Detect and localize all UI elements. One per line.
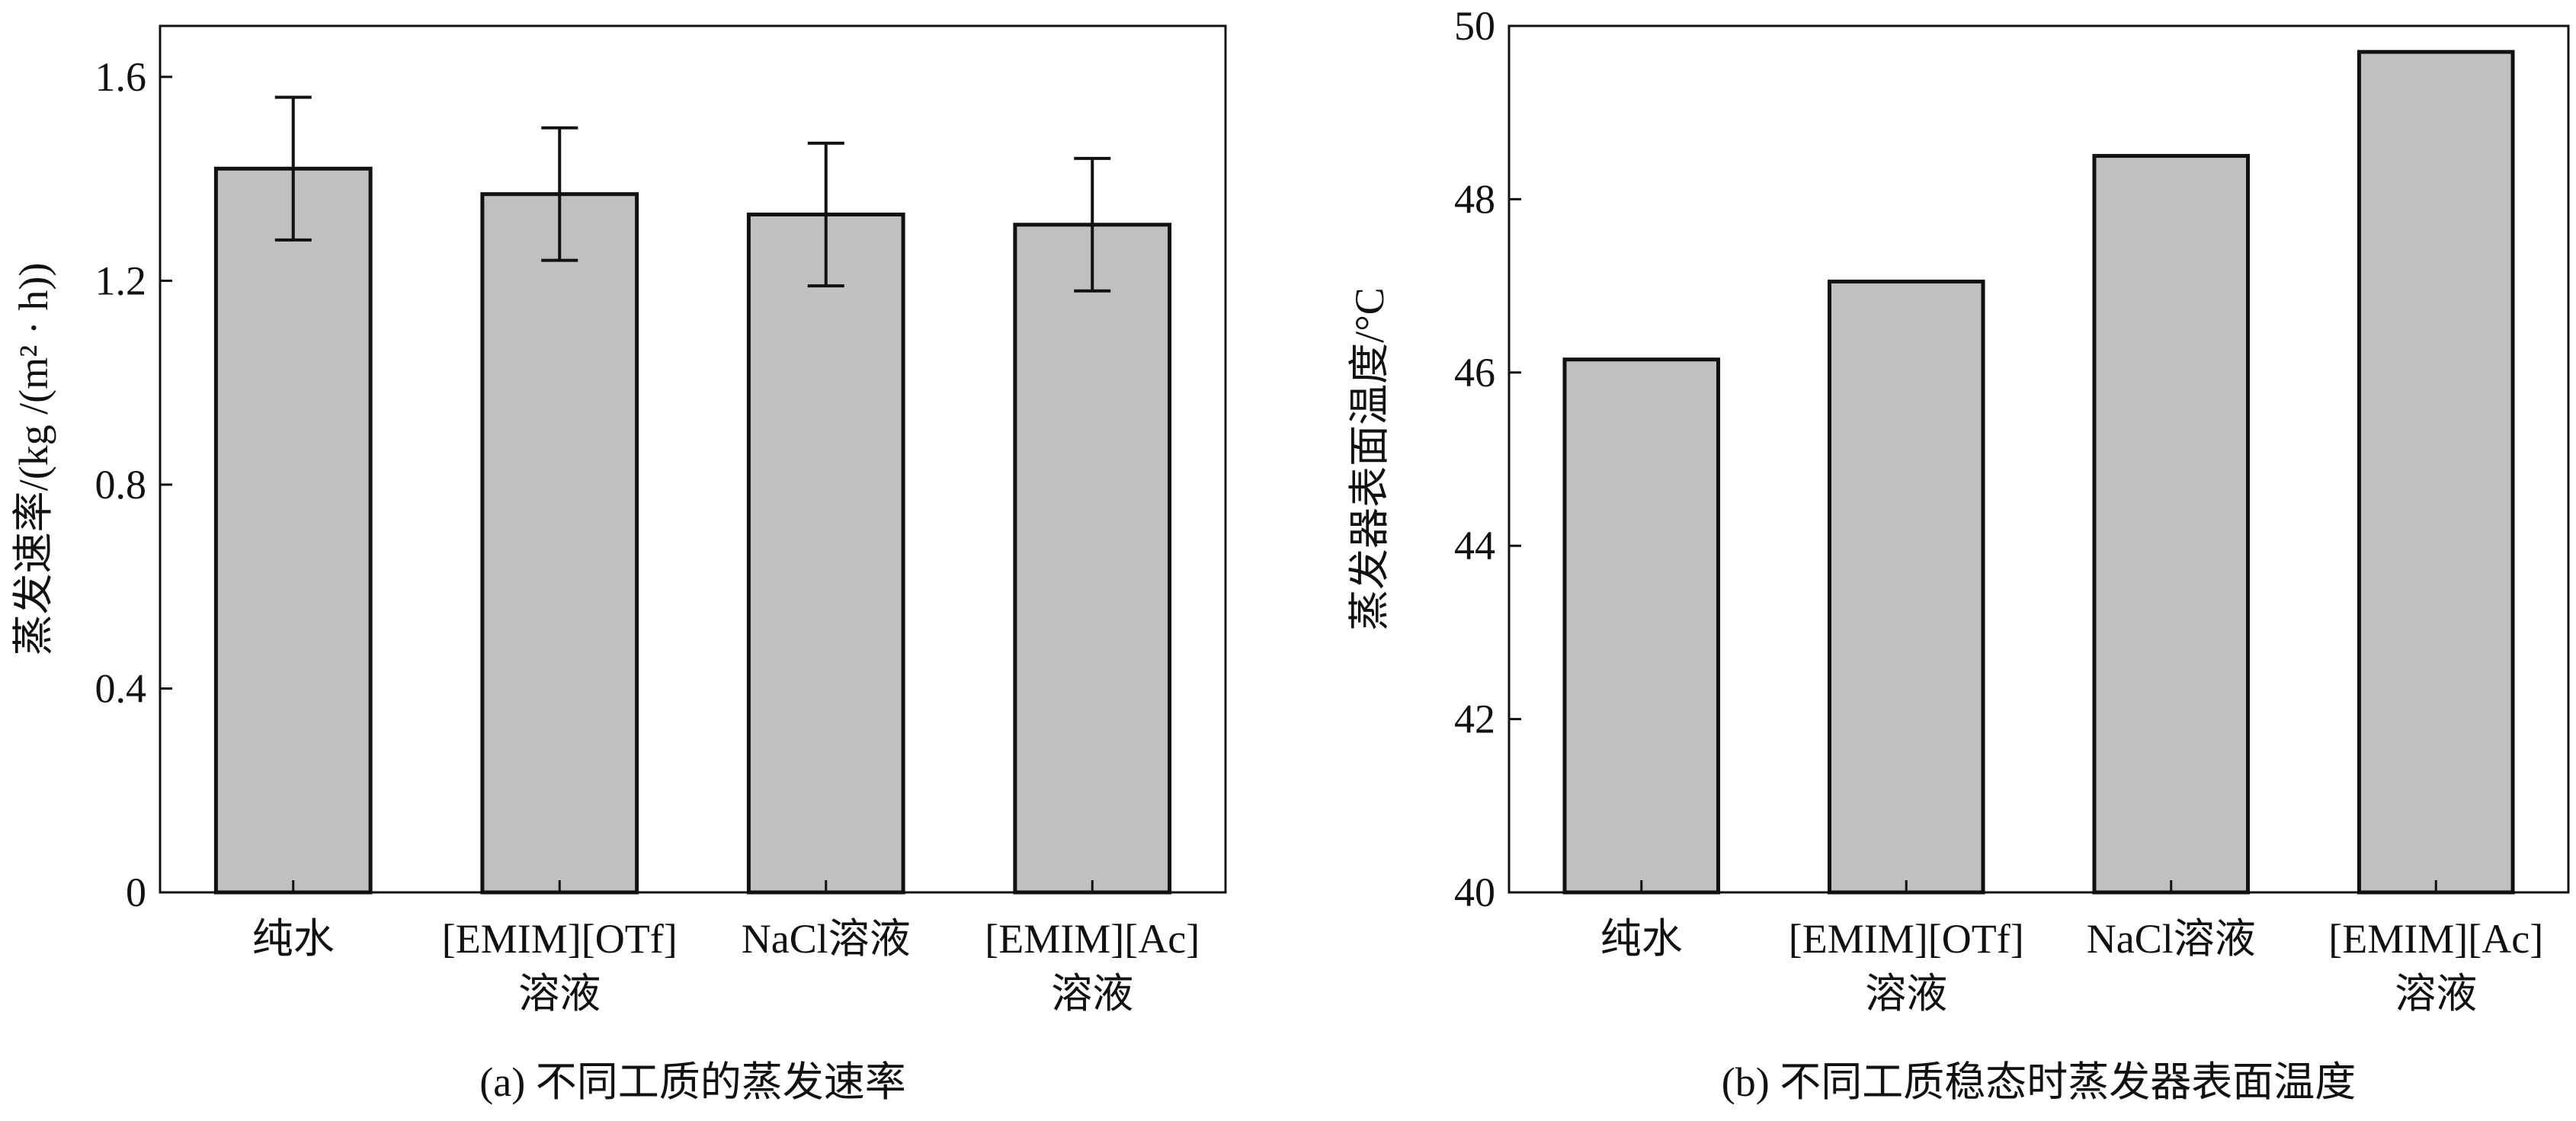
y-tick-label: 0.4 (95, 665, 147, 711)
bar (1827, 279, 1985, 895)
chart-panel-b: 40 42 44 46 48 50 纯水 [EMIM][OTf] 溶液 NaCl溶液 [EMIM][… (1347, 3, 2570, 1105)
x-tick-label: 溶液 (518, 971, 601, 1017)
x-tick-label: NaCl溶液 (742, 916, 911, 962)
y-axis-label: 蒸发器表面温度/°C (1347, 287, 1392, 631)
x-tick-label: [EMIM][OTf] (1789, 916, 2024, 962)
plot-frame (159, 24, 1227, 894)
chart-caption: (b) 不同工质稳态时蒸发器表面温度 (1722, 1059, 2356, 1105)
x-tick-label: 溶液 (2395, 971, 2477, 1017)
x-tick-label: 纯水 (252, 916, 335, 962)
y-tick-label: 48 (1454, 176, 1495, 222)
x-tick-label: NaCl溶液 (2087, 916, 2256, 962)
y-tick-label: 46 (1454, 350, 1495, 396)
bar (2092, 154, 2251, 895)
y-tick-label: 50 (1454, 3, 1495, 49)
y-tick-label: 0 (126, 870, 146, 915)
x-tick-label: 溶液 (1051, 971, 1133, 1017)
bar (2357, 50, 2515, 895)
y-tick-label: 40 (1454, 870, 1495, 915)
y-tick-label: 44 (1454, 523, 1495, 569)
bar (213, 166, 373, 895)
bar (1562, 357, 1721, 895)
chart-caption: (a) 不同工质的蒸发速率 (479, 1059, 905, 1105)
x-tick-label: 纯水 (1600, 916, 1683, 962)
x-tick-label: [EMIM][Ac] (985, 916, 1200, 962)
bar (480, 192, 639, 895)
y-axis-label: 蒸发速率/(kg /(m² · h)) (11, 263, 56, 656)
x-tick-label: [EMIM][Ac] (2328, 916, 2543, 962)
y-tick-label: 1.6 (95, 54, 147, 100)
x-tick-label: [EMIM][OTf] (442, 916, 678, 962)
y-tick-label: 1.2 (95, 258, 147, 303)
y-tick-label: 0.8 (95, 462, 147, 508)
plot-frame (1507, 24, 2570, 894)
chart-panel-a: 0 0.4 0.8 1.2 1.6 纯水 [EMIM][OTf] 溶液 NaCl溶液 [EMIM]… (11, 24, 1227, 1105)
y-tick-label: 42 (1454, 697, 1495, 742)
x-tick-label: 溶液 (1865, 971, 1947, 1017)
bar (1013, 223, 1172, 895)
bar (746, 212, 905, 895)
